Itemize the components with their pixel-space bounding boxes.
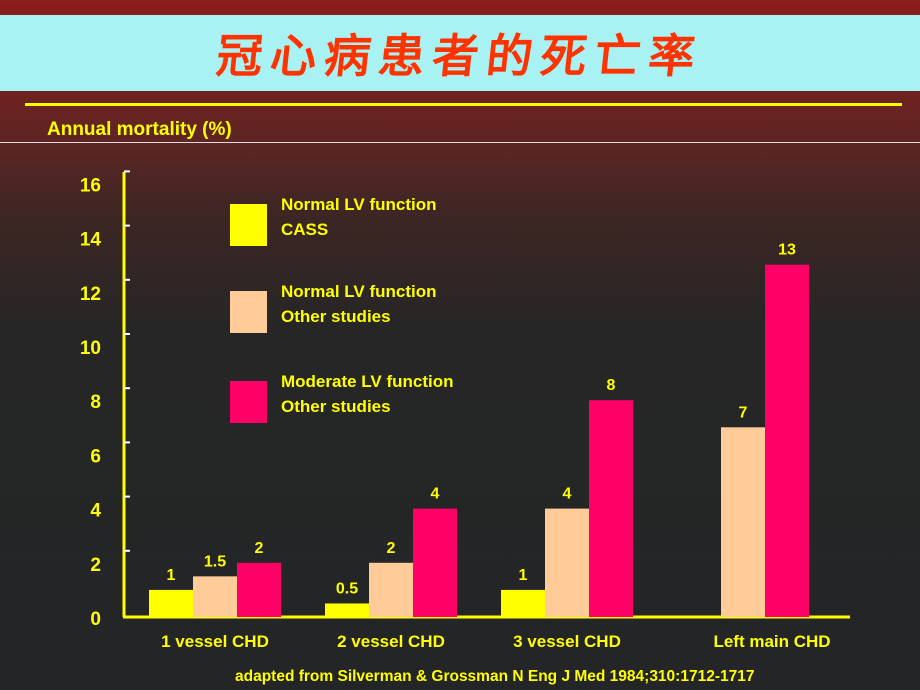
data-label: 2	[255, 540, 264, 557]
y-tick-label: 12	[80, 284, 101, 305]
bar	[149, 589, 193, 617]
y-tick-label: 6	[90, 446, 101, 467]
x-tick-label: 3 vessel CHD	[513, 632, 621, 651]
bar	[765, 264, 809, 617]
x-tick-label: 2 vessel CHD	[337, 632, 445, 651]
legend-label: Other studies	[281, 307, 391, 326]
data-label: 1	[519, 567, 528, 584]
source-citation: adapted from Silverman & Grossman N Eng …	[235, 668, 755, 685]
legend-swatch	[230, 381, 267, 423]
data-label: 4	[431, 486, 440, 503]
header-divider	[0, 142, 920, 143]
y-tick-label: 0	[90, 609, 101, 630]
data-label: 0.5	[336, 580, 358, 597]
legend-label: Other studies	[281, 397, 391, 416]
legend-swatch	[230, 204, 267, 246]
legend-label: Normal LV function	[281, 282, 437, 301]
y-tick-label: 8	[90, 392, 101, 413]
bar	[721, 427, 765, 617]
title-band: 冠心病患者的死亡率	[0, 15, 920, 91]
legend-label: Moderate LV function	[281, 372, 454, 391]
x-tick-label: Left main CHD	[713, 632, 830, 651]
data-label: 2	[387, 540, 396, 557]
legend-label: Normal LV function	[281, 195, 437, 214]
data-label: 8	[607, 377, 616, 394]
y-tick-label: 16	[80, 175, 101, 196]
bar	[589, 400, 633, 617]
y-tick-label: 14	[80, 230, 102, 251]
bar	[193, 576, 237, 617]
data-label: 1.5	[204, 553, 226, 570]
data-label: 7	[739, 404, 748, 421]
y-axis-label: Annual mortality (%)	[47, 119, 232, 140]
y-tick-label: 2	[90, 555, 101, 576]
y-tick-label: 10	[80, 338, 101, 359]
bar	[413, 508, 457, 617]
bar	[237, 562, 281, 617]
bar	[325, 603, 369, 617]
legend-swatch	[230, 291, 267, 333]
data-label: 4	[563, 486, 572, 503]
title-divider	[25, 103, 902, 106]
legend-label: CASS	[281, 220, 328, 239]
bar	[369, 562, 413, 617]
data-label: 1	[167, 567, 176, 584]
x-tick-label: 1 vessel CHD	[161, 632, 269, 651]
bar	[545, 508, 589, 617]
y-tick-label: 4	[90, 501, 101, 522]
data-label: 13	[778, 242, 796, 259]
bar	[501, 589, 545, 617]
